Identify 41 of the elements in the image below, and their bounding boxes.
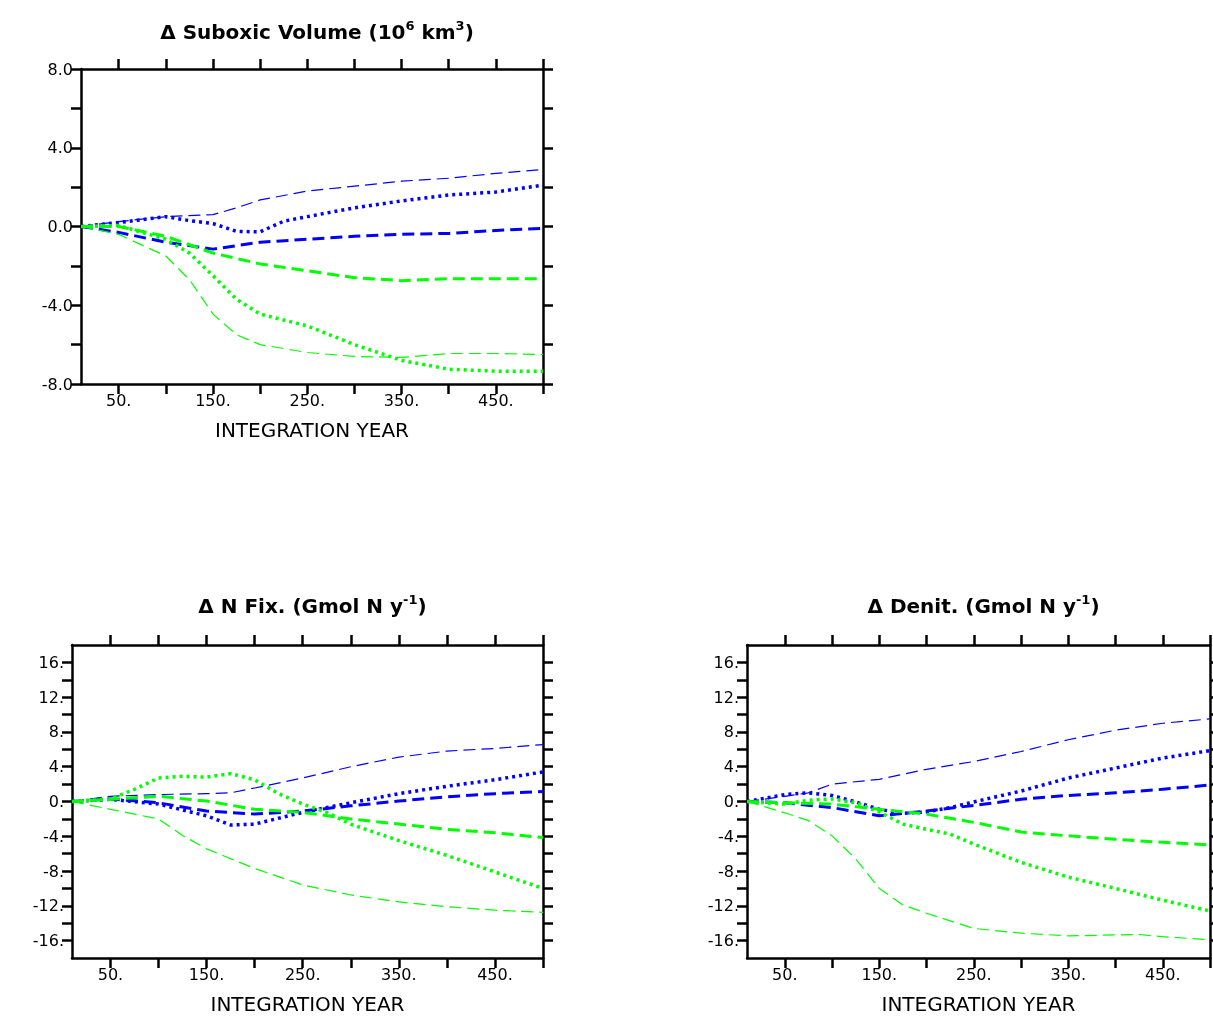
y-tick-label: 8.0 — [47, 59, 73, 79]
y-tick-label: 16. — [713, 652, 739, 672]
x-tick-label: 250. — [289, 390, 326, 410]
y-tick-label: -16. — [32, 931, 64, 951]
y-tick-label: -8. — [717, 861, 739, 881]
x-tick-label: 50. — [97, 964, 124, 984]
x-tick-label: 350. — [1050, 964, 1087, 984]
x-tick-label: 350. — [383, 390, 420, 410]
y-tick-label: 8. — [723, 722, 739, 742]
x-tick-label: 450. — [478, 390, 514, 410]
x-tick-label: 150. — [188, 964, 225, 984]
x-tick-label: 50. — [772, 964, 798, 984]
y-tick-label: 4. — [48, 757, 64, 777]
x-tick-label: 450. — [477, 964, 513, 984]
x-tick-label: 350. — [381, 964, 417, 984]
y-tick-label: -12. — [707, 896, 739, 916]
x-axis-title: INTEGRATION YEAR — [881, 992, 1076, 1016]
x-tick-label: 150. — [861, 964, 898, 984]
y-tick-label: 0.0 — [47, 217, 73, 236]
y-tick-label: -4.0 — [41, 295, 73, 315]
y-tick-label: 8. — [48, 722, 64, 742]
y-tick-label: 0. — [723, 792, 739, 811]
x-tick-label: 250. — [955, 964, 992, 984]
y-tick-label: -12. — [32, 896, 64, 916]
x-tick-label: 250. — [284, 964, 321, 984]
y-tick-label: -4. — [717, 826, 739, 846]
y-tick-label: -8.0 — [41, 374, 73, 394]
x-axis-title: INTEGRATION YEAR — [214, 418, 410, 442]
x-axis-title: INTEGRATION YEAR — [210, 992, 405, 1016]
y-tick-label: 12. — [38, 687, 64, 707]
x-tick-label: 150. — [195, 390, 231, 410]
x-tick-label: 450. — [1144, 964, 1181, 984]
y-tick-label: 4. — [723, 757, 739, 777]
y-tick-label: 0. — [48, 792, 64, 811]
y-tick-label: 12. — [713, 687, 739, 707]
y-tick-label: -8. — [42, 861, 64, 881]
y-tick-label: 16. — [38, 652, 64, 672]
y-tick-label: -4. — [42, 826, 64, 846]
x-tick-label: 50. — [105, 390, 132, 410]
y-tick-label: 4.0 — [47, 138, 73, 158]
y-tick-label: -16. — [707, 931, 739, 951]
